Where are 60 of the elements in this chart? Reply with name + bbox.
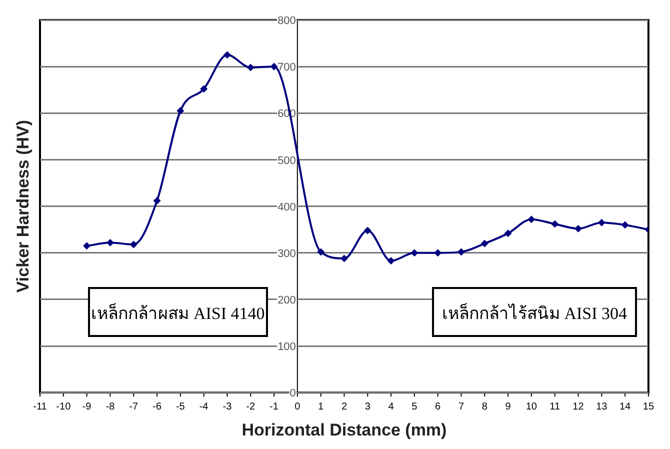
y-tick-label: 0 xyxy=(290,388,296,400)
x-tick-label: 1 xyxy=(318,401,324,412)
y-axis-title: Vicker Hardness (HV) xyxy=(14,120,33,293)
x-tick-label: -1 xyxy=(270,401,279,412)
point xyxy=(621,221,629,229)
point xyxy=(223,51,231,59)
point xyxy=(457,248,465,256)
point xyxy=(387,257,395,265)
point xyxy=(130,240,138,248)
x-tick-label: 11 xyxy=(550,401,560,412)
y-tick-label: 700 xyxy=(278,62,296,74)
point xyxy=(246,64,254,72)
point xyxy=(551,220,559,228)
point xyxy=(106,238,114,246)
x-tick-label: 9 xyxy=(505,401,512,412)
x-tick-label: 6 xyxy=(435,401,442,412)
x-tick-label: -5 xyxy=(176,401,186,412)
x-tick-label: 10 xyxy=(526,401,538,412)
x-tick-label: -3 xyxy=(222,401,232,412)
annotation: เหล็กกล้าผสม AISI 4140 xyxy=(91,302,265,324)
point xyxy=(364,226,372,234)
y-tick-label: 300 xyxy=(278,248,296,260)
y-tick-label: 800 xyxy=(278,15,296,28)
point xyxy=(176,107,184,115)
point xyxy=(317,248,325,256)
point xyxy=(528,216,536,224)
y-tick-label: 200 xyxy=(278,294,296,306)
x-tick-label: 14 xyxy=(619,401,632,412)
y-tick-label: 100 xyxy=(278,341,296,354)
x-tick-label: -9 xyxy=(82,401,92,412)
x-tick-label: -11 xyxy=(33,401,48,412)
x-axis-title: Horizontal Distance (mm) xyxy=(242,420,447,440)
x-tick-label: 5 xyxy=(412,401,418,412)
x-tick-label: -10 xyxy=(56,401,72,412)
x-tick-label: 3 xyxy=(364,401,371,412)
x-tick-label: 15 xyxy=(642,401,654,412)
x-tick-label: 2 xyxy=(341,401,348,412)
x-tick-label: -6 xyxy=(152,401,162,412)
point xyxy=(434,249,442,257)
x-tick-label: -8 xyxy=(106,401,116,412)
point xyxy=(270,62,278,70)
point xyxy=(410,249,418,257)
annotation: เหล็กกล้าไร้สนิม AISI 304 xyxy=(442,302,628,324)
y-tick-label: 500 xyxy=(278,154,296,167)
x-tick-label: 8 xyxy=(482,401,488,412)
y-tick-label: 400 xyxy=(278,201,296,214)
x-tick-label: -4 xyxy=(199,401,209,412)
point xyxy=(598,218,606,226)
x-tick-label: 12 xyxy=(572,401,584,412)
point xyxy=(480,240,488,248)
point xyxy=(83,242,91,250)
x-tick-label: -2 xyxy=(246,401,256,412)
x-tick-label: 4 xyxy=(388,401,394,412)
point xyxy=(200,85,208,93)
point xyxy=(504,230,512,238)
point xyxy=(340,254,348,262)
x-tick-label: 13 xyxy=(596,401,608,412)
x-tick-label: 7 xyxy=(458,401,464,412)
point xyxy=(153,196,161,204)
x-tick-label: -7 xyxy=(129,401,138,412)
